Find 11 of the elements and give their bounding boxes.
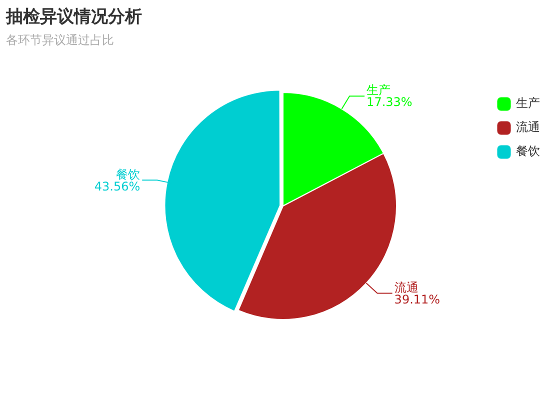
legend-label: 流通 xyxy=(516,120,540,134)
chart-title: 抽检异议情况分析 xyxy=(6,6,142,28)
slice-label: 餐饮 xyxy=(116,167,140,182)
legend-label: 餐饮 xyxy=(516,144,540,158)
data-label: 17.33% xyxy=(366,95,412,110)
data-label: 43.56% xyxy=(94,179,140,194)
chart-subtitle: 各环节异议通过占比 xyxy=(6,32,114,49)
slice-label: 流通 xyxy=(394,280,418,294)
legend-label: 生产 xyxy=(516,96,540,110)
data-label: 39.11% xyxy=(394,292,440,306)
slice-label: 生产 xyxy=(366,83,391,98)
